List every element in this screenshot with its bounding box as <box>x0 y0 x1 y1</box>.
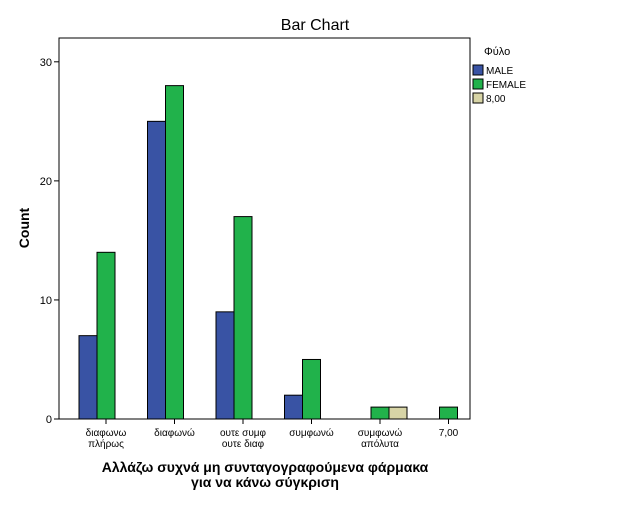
bar-female-1 <box>96 251 116 420</box>
chart-title: Bar Chart <box>281 17 350 34</box>
x-tick-label: ουτε διαφ <box>222 439 265 450</box>
x-axis-label: Αλλάζω συχνά μη συνταγογραφούμενα φάρμακ… <box>102 459 429 490</box>
x-tick-label: απόλυτα <box>361 438 399 450</box>
x-tick-label: συμφωνώ <box>289 427 334 439</box>
x-axis-label-line: Αλλάζω συχνά μη συνταγογραφούμενα φάρμακ… <box>102 459 429 475</box>
legend-label: FEMALE <box>486 80 526 91</box>
y-tick-label: 10 <box>40 295 52 307</box>
bar-female-6 <box>439 406 458 420</box>
y-tick-label: 0 <box>46 414 52 426</box>
bars <box>78 85 458 420</box>
y-axis-label: Count <box>16 207 32 248</box>
x-tick-label: ουτε συμφ <box>220 428 267 439</box>
legend-swatch <box>472 64 484 76</box>
x-tick-label: διαφωνω <box>86 428 127 439</box>
bar-male-3 <box>215 311 235 420</box>
bar-male-4 <box>284 394 303 420</box>
bar-male-2 <box>147 120 166 420</box>
legend-swatch <box>472 78 484 90</box>
y-tick-label: 30 <box>40 57 52 69</box>
legend-swatch <box>472 92 484 104</box>
x-tick-label: πλήρως <box>88 438 124 450</box>
x-tick-label: συμφωνώ <box>358 427 403 439</box>
plot-border <box>58 37 471 420</box>
legend-label: 8,00 <box>486 94 506 105</box>
plot-area <box>58 37 471 420</box>
y-tick-label: 20 <box>40 176 52 188</box>
bar-female-2 <box>165 85 184 420</box>
bar-female-4 <box>302 358 321 420</box>
x-tick-label: 7,00 <box>439 428 459 439</box>
x-axis-label-line: για να κάνω σύγκριση <box>191 474 339 490</box>
bar-male-1 <box>78 335 98 420</box>
bar-female-5 <box>370 406 390 420</box>
legend: Φύλο MALE FEMALE 8,00 <box>472 46 526 105</box>
y-axis: 0 10 20 30 <box>40 57 59 426</box>
legend-title: Φύλο <box>484 46 510 58</box>
x-tick-label: διαφωνώ <box>154 427 195 439</box>
legend-label: MALE <box>486 66 514 77</box>
bar-8-00-5 <box>388 406 408 420</box>
bar-female-3 <box>233 216 253 420</box>
